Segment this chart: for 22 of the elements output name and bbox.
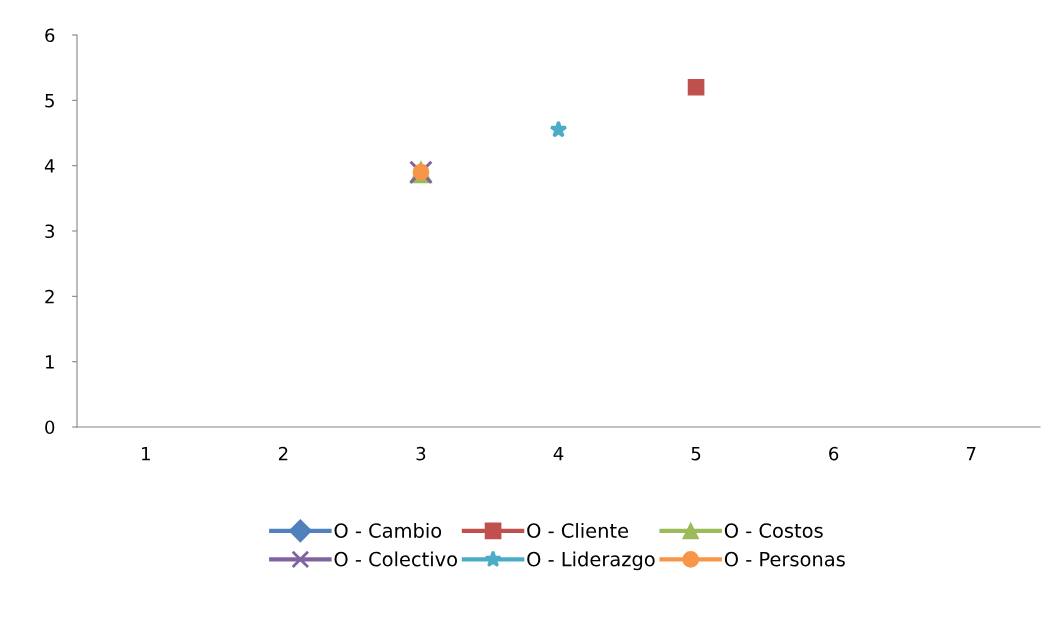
legend-label: O - Cambio (334, 522, 442, 538)
point (687, 78, 705, 96)
x-tick-label: 6 (829, 446, 839, 461)
legend-label: O - Liderazgo (527, 551, 655, 571)
legend-label: O - Colectivo (334, 551, 457, 567)
x-tick-label: 7 (966, 447, 976, 461)
point (549, 120, 568, 138)
y-tick-label: 4 (44, 159, 55, 173)
y-tick-label: 6 (45, 28, 55, 43)
x-tick-label: 5 (691, 447, 701, 461)
x-tick-label: 1 (142, 447, 150, 461)
y-tick-label: 0 (45, 420, 55, 435)
x-tick-label: 2 (278, 446, 288, 461)
legend-label: O - Cliente (527, 522, 629, 538)
x-tick-label: 3 (416, 446, 426, 461)
y-tick-label: 3 (45, 224, 55, 239)
x-tick-label: 4 (553, 447, 564, 461)
legend-label: O - Costos (724, 523, 823, 538)
y-tick-label: 5 (45, 94, 54, 108)
y-tick-label: 2 (45, 289, 54, 304)
legend-label: O - Personas (724, 551, 845, 567)
y-tick-label: 1 (45, 355, 54, 369)
